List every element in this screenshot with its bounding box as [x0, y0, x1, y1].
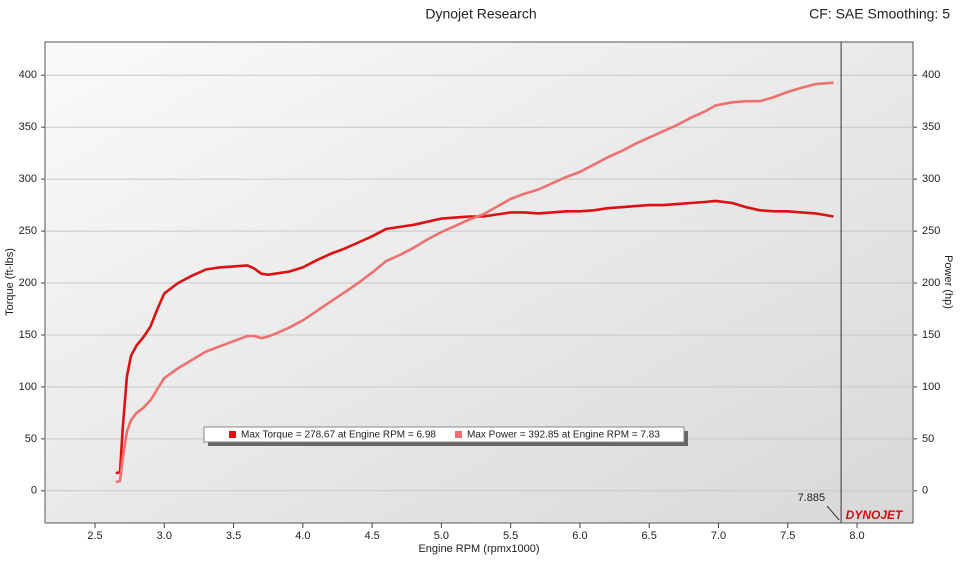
x-tick-label: 3.5	[226, 530, 241, 542]
x-tick-label: 6.5	[642, 530, 657, 542]
y2-tick-label: 400	[922, 69, 940, 81]
x-axis-label: Engine RPM (rpmx1000)	[418, 543, 539, 555]
y-tick-label: 250	[19, 225, 37, 237]
annotation: CF: SAE Smoothing: 5	[809, 6, 950, 22]
y2-tick-label: 0	[922, 485, 928, 497]
y2-tick-label: 300	[922, 173, 940, 185]
x-tick-label: 6.0	[572, 530, 587, 542]
y-tick-label: 0	[31, 485, 37, 497]
chart-title: Dynojet Research	[425, 6, 536, 22]
legend	[203, 426, 685, 443]
x-tick-label: 4.0	[295, 530, 310, 542]
legend-label: Max Power = 392.85 at Engine RPM = 7.83	[467, 430, 660, 441]
y-tick-label: 300	[19, 173, 37, 185]
legend-label: Max Torque = 278.67 at Engine RPM = 6.98	[241, 430, 436, 441]
x-tick-label: 5.0	[434, 530, 449, 542]
y2-tick-label: 350	[922, 121, 940, 133]
y2-tick-label: 150	[922, 329, 940, 341]
cursor-label: 7.885	[798, 492, 826, 504]
y-axis-label: Torque (ft-lbs)	[4, 248, 16, 316]
y-tick-label: 100	[19, 381, 37, 393]
y2-axis-label: Power (hp)	[942, 255, 954, 309]
logo: DYNOJET	[846, 508, 904, 522]
y-tick-label: 150	[19, 329, 37, 341]
cursor-arrow	[826, 505, 840, 521]
x-tick-label: 7.5	[780, 530, 795, 542]
y2-tick-label: 200	[922, 277, 940, 289]
x-tick-label: 7.0	[711, 530, 726, 542]
series-line	[115, 199, 834, 475]
legend-swatch	[229, 431, 236, 438]
legend-swatch	[455, 431, 462, 438]
x-tick-label: 8.0	[849, 530, 864, 542]
y2-tick-label: 50	[922, 433, 934, 445]
x-tick-label: 4.5	[364, 530, 379, 542]
x-tick-label: 3.0	[157, 530, 172, 542]
y2-tick-label: 250	[922, 225, 940, 237]
y-tick-label: 400	[19, 69, 37, 81]
x-tick-label: 5.5	[503, 530, 518, 542]
y-tick-label: 350	[19, 121, 37, 133]
y2-tick-label: 100	[922, 381, 940, 393]
y-tick-label: 50	[25, 433, 37, 445]
y-tick-label: 200	[19, 277, 37, 289]
series-line	[115, 81, 834, 484]
plot-area	[44, 41, 914, 524]
x-tick-label: 2.5	[87, 530, 102, 542]
